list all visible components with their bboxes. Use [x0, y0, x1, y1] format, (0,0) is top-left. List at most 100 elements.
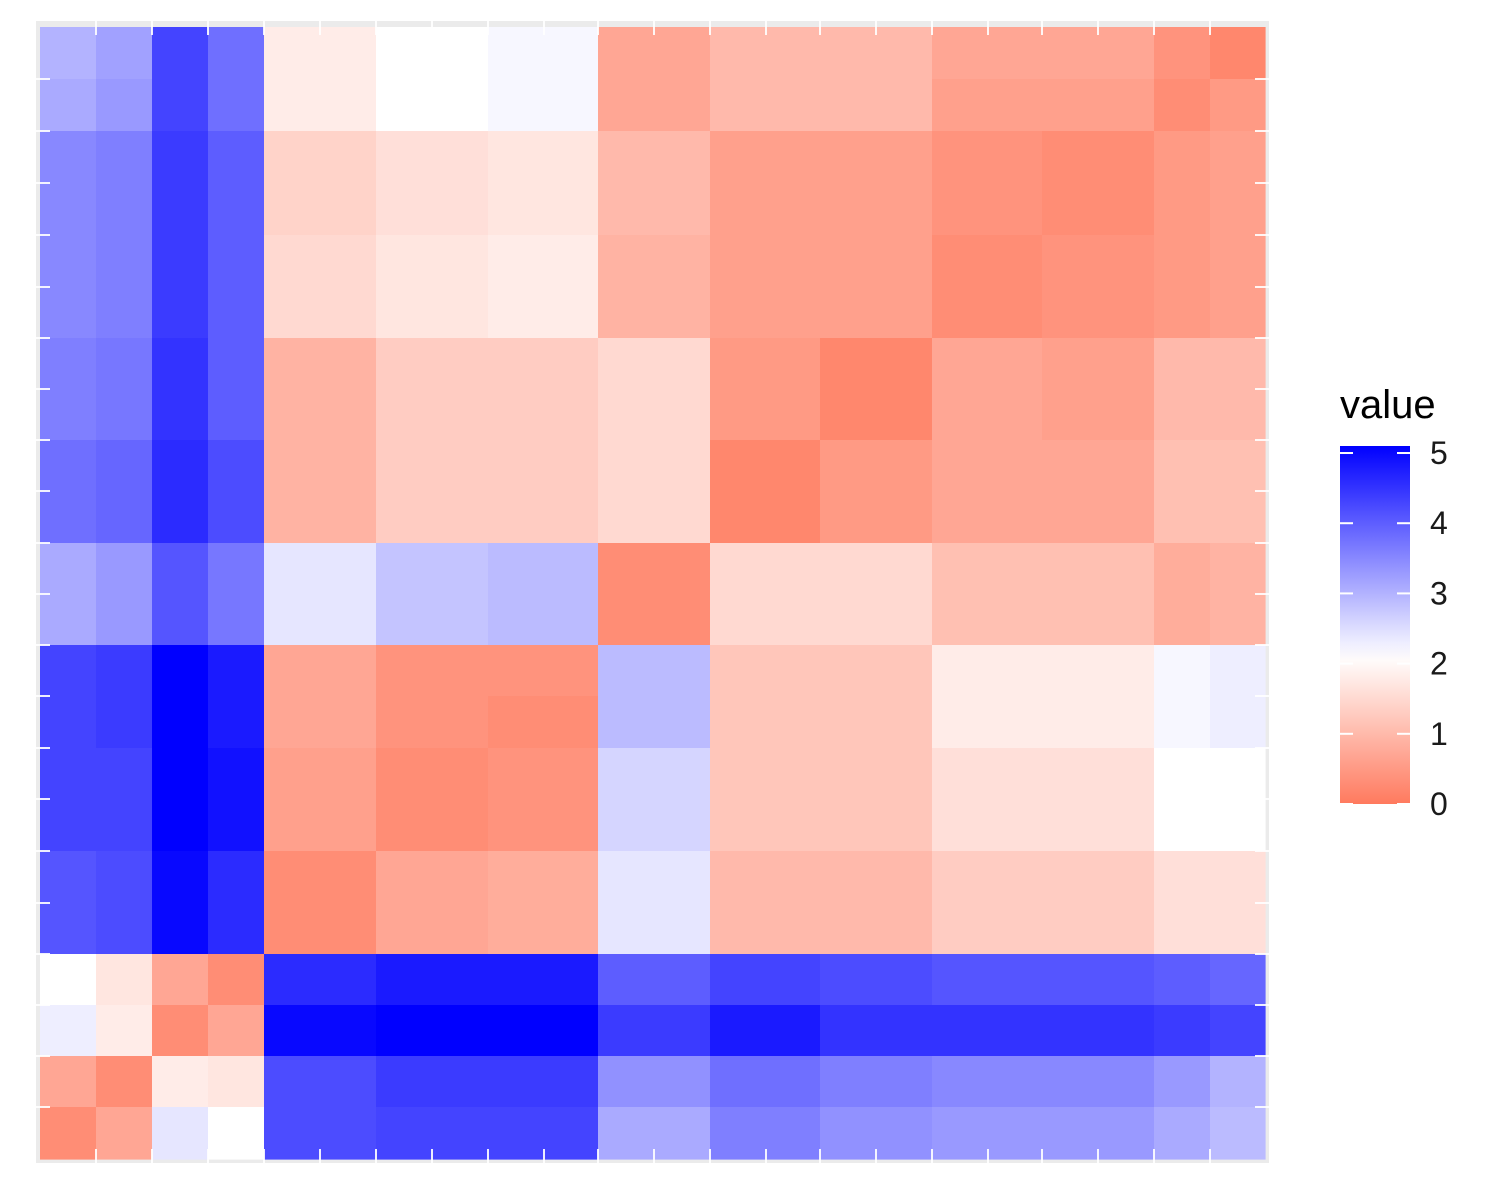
heatmap-cell: [876, 851, 933, 904]
heatmap-cell: [264, 183, 321, 236]
heatmap-cell: [598, 645, 655, 697]
heatmap-cell: [710, 79, 767, 132]
heatmap-cell: [40, 799, 97, 852]
heatmap-cell: [152, 287, 209, 339]
heatmap-cell: [988, 287, 1043, 339]
heatmap-cell: [40, 1005, 97, 1057]
heatmap-cell: [152, 1005, 209, 1057]
heatmap-cell: [654, 131, 711, 184]
heatmap-cell: [766, 287, 821, 339]
heatmap-cell: [96, 287, 153, 339]
heatmap-cell: [876, 131, 933, 184]
heatmap-cell: [320, 851, 377, 904]
heatmap-cell: [152, 389, 209, 441]
heatmap-cell: [1210, 338, 1266, 390]
heatmap-cell: [654, 287, 711, 339]
heatmap-cell: [208, 27, 265, 80]
heatmap-cell: [152, 543, 209, 595]
heatmap-cell: [96, 903, 153, 955]
heatmap-cell: [96, 131, 153, 184]
heatmap-cell: [1210, 131, 1266, 184]
heatmap-cell: [96, 799, 153, 852]
heatmap-cell: [598, 491, 655, 544]
heatmap-cell: [264, 851, 321, 904]
heatmap-cell: [710, 491, 767, 544]
heatmap-cell: [710, 851, 767, 904]
heatmap-cell: [208, 131, 265, 184]
heatmap-cell: [1042, 491, 1099, 544]
heatmap-cell: [488, 1107, 545, 1160]
heatmap-cell: [1154, 594, 1211, 646]
heatmap-cell: [376, 440, 433, 492]
heatmap-cell: [544, 389, 599, 441]
heatmap-cell: [544, 903, 599, 955]
heatmap-cell: [488, 389, 545, 441]
heatmap-cell: [766, 183, 821, 236]
heatmap-cell: [654, 1107, 711, 1160]
heatmap-cell: [766, 131, 821, 184]
heatmap-cell: [208, 1005, 265, 1057]
heatmap-cell: [264, 543, 321, 595]
heatmap-cell: [1098, 27, 1155, 80]
heatmap-cell: [1210, 543, 1266, 595]
heatmap-cell: [264, 27, 321, 80]
heatmap-cell: [932, 183, 989, 236]
heatmap-cell: [710, 440, 767, 492]
heatmap-cell: [544, 491, 599, 544]
heatmap-cell: [152, 696, 209, 749]
heatmap-cell: [820, 903, 877, 955]
heatmap-cell: [710, 696, 767, 749]
heatmap-cell: [40, 235, 97, 288]
heatmap-cell: [820, 799, 877, 852]
heatmap-cell: [1154, 1056, 1211, 1108]
legend-tick-label: 0: [1430, 786, 1448, 822]
heatmap-cell: [876, 287, 933, 339]
heatmap-cell: [432, 851, 489, 904]
heatmap-cell: [488, 799, 545, 852]
heatmap-cell: [1154, 1107, 1211, 1160]
heatmap-cell: [320, 748, 377, 800]
legend-tick-label: 1: [1430, 716, 1448, 752]
heatmap-cell: [208, 1107, 265, 1160]
heatmap-cell: [40, 79, 97, 132]
heatmap-cell: [988, 748, 1043, 800]
heatmap-cell: [40, 696, 97, 749]
heatmap-cell: [264, 287, 321, 339]
heatmap-cell: [820, 287, 877, 339]
heatmap-cell: [820, 79, 877, 132]
heatmap-cell: [710, 1005, 767, 1057]
heatmap-cell: [710, 543, 767, 595]
heatmap-cell: [1154, 799, 1211, 852]
heatmap-cell: [1154, 491, 1211, 544]
heatmap-cell: [264, 1005, 321, 1057]
heatmap-cell: [40, 131, 97, 184]
heatmap-cell: [710, 1056, 767, 1108]
heatmap-cell: [820, 440, 877, 492]
heatmap-cell: [96, 851, 153, 904]
heatmap-cell: [1210, 1107, 1266, 1160]
heatmap-cell: [710, 131, 767, 184]
heatmap-cell: [654, 696, 711, 749]
heatmap-cell: [1098, 79, 1155, 132]
heatmap-cell: [876, 389, 933, 441]
heatmap-cell: [1098, 338, 1155, 390]
heatmap-cell: [654, 1005, 711, 1057]
heatmap-cell: [488, 440, 545, 492]
heatmap-cell: [1210, 389, 1266, 441]
heatmap-cell: [264, 338, 321, 390]
heatmap-cell: [320, 131, 377, 184]
legend-title: value: [1340, 383, 1436, 427]
heatmap-cell: [208, 594, 265, 646]
heatmap-cell: [264, 594, 321, 646]
heatmap-cell: [40, 287, 97, 339]
heatmap-cell: [1042, 287, 1099, 339]
legend-tick-label: 5: [1430, 435, 1448, 471]
heatmap-cell: [432, 389, 489, 441]
heatmap-cell: [766, 1005, 821, 1057]
heatmap-cell: [264, 79, 321, 132]
heatmap-cell: [376, 851, 433, 904]
heatmap-cell: [488, 27, 545, 80]
heatmap-cell: [876, 183, 933, 236]
heatmap-cell: [766, 748, 821, 800]
heatmap-cell: [876, 799, 933, 852]
